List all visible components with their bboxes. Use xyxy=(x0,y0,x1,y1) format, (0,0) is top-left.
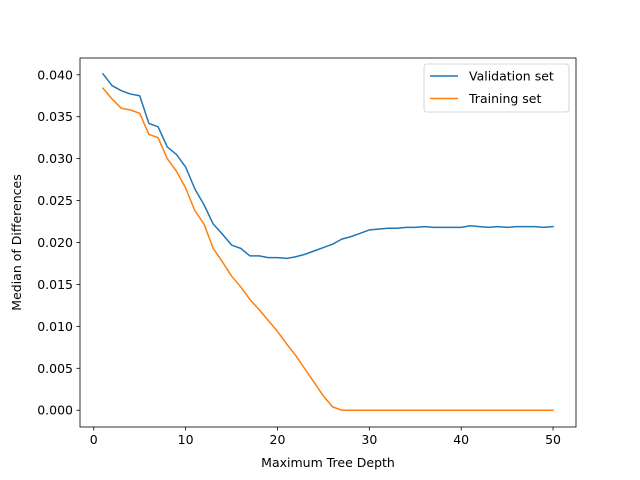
y-tick-label: 0.035 xyxy=(37,109,73,124)
y-tick-label: 0.005 xyxy=(37,361,73,376)
legend-box xyxy=(423,63,570,113)
series-lines xyxy=(101,72,554,411)
x-tick-label: 10 xyxy=(178,432,194,447)
series-line-0 xyxy=(101,72,554,260)
x-tick-label: 40 xyxy=(453,432,469,447)
y-tick-label: 0.025 xyxy=(37,193,73,208)
legend: Validation set Training set xyxy=(423,63,570,113)
x-axis: 0 10 20 30 40 50 xyxy=(90,427,561,447)
plot-frame xyxy=(79,57,577,428)
y-tick-label: 0.020 xyxy=(37,235,73,250)
y-tick-label: 0.010 xyxy=(37,319,73,334)
y-tick-label: 0.015 xyxy=(37,277,73,292)
x-tick-label: 0 xyxy=(90,432,98,447)
y-axis-title: Median of Differences xyxy=(9,174,24,310)
legend-label-0: Validation set xyxy=(469,69,554,84)
legend-label-1: Training set xyxy=(468,91,541,106)
y-axis: 0.000 0.005 0.010 0.015 0.020 0.025 0.030 0.035… xyxy=(37,67,80,418)
series-line-1 xyxy=(101,87,554,411)
x-tick-label: 50 xyxy=(545,432,561,447)
y-tick-label: 0.040 xyxy=(37,67,73,82)
x-tick-label: 30 xyxy=(361,432,377,447)
x-tick-label: 20 xyxy=(270,432,286,447)
x-axis-title: Maximum Tree Depth xyxy=(261,455,395,470)
y-tick-label: 0.030 xyxy=(37,151,73,166)
y-tick-label: 0.000 xyxy=(37,403,73,418)
